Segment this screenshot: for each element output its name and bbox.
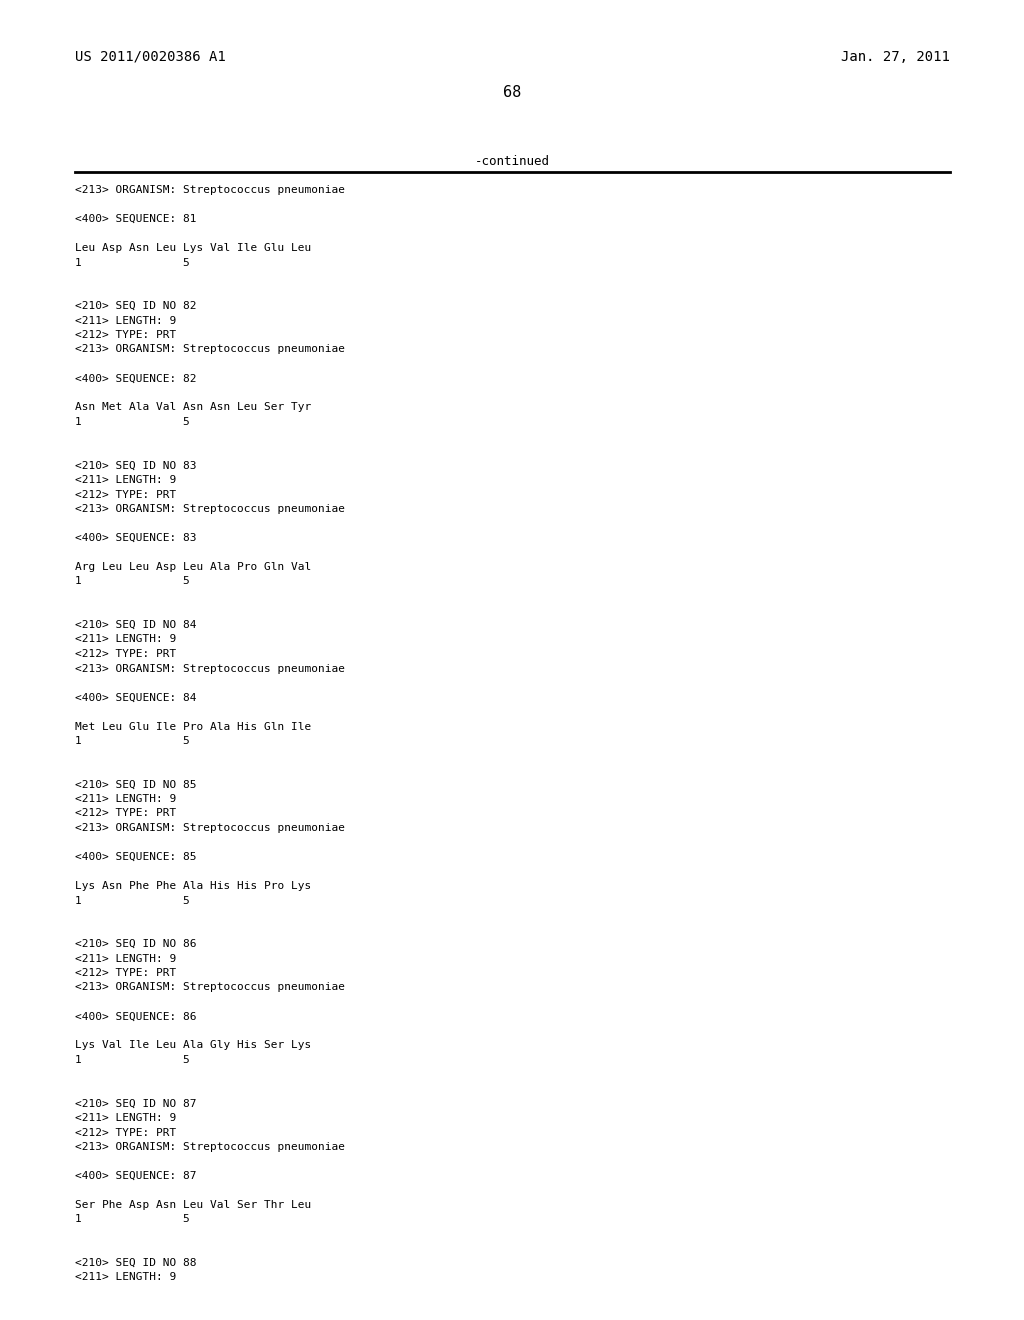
- Text: 1               5: 1 5: [75, 417, 189, 426]
- Text: <211> LENGTH: 9: <211> LENGTH: 9: [75, 315, 176, 326]
- Text: <213> ORGANISM: Streptococcus pneumoniae: <213> ORGANISM: Streptococcus pneumoniae: [75, 504, 345, 513]
- Text: <213> ORGANISM: Streptococcus pneumoniae: <213> ORGANISM: Streptococcus pneumoniae: [75, 185, 345, 195]
- Text: <400> SEQUENCE: 82: <400> SEQUENCE: 82: [75, 374, 197, 384]
- Text: Lys Asn Phe Phe Ala His His Pro Lys: Lys Asn Phe Phe Ala His His Pro Lys: [75, 880, 311, 891]
- Text: US 2011/0020386 A1: US 2011/0020386 A1: [75, 50, 225, 63]
- Text: <400> SEQUENCE: 83: <400> SEQUENCE: 83: [75, 533, 197, 543]
- Text: -continued: -continued: [474, 154, 550, 168]
- Text: 68: 68: [503, 84, 521, 100]
- Text: <212> TYPE: PRT: <212> TYPE: PRT: [75, 808, 176, 818]
- Text: <213> ORGANISM: Streptococcus pneumoniae: <213> ORGANISM: Streptococcus pneumoniae: [75, 982, 345, 993]
- Text: 1               5: 1 5: [75, 257, 189, 268]
- Text: 1               5: 1 5: [75, 1214, 189, 1225]
- Text: <210> SEQ ID NO 88: <210> SEQ ID NO 88: [75, 1258, 197, 1269]
- Text: Lys Val Ile Leu Ala Gly His Ser Lys: Lys Val Ile Leu Ala Gly His Ser Lys: [75, 1040, 311, 1051]
- Text: <211> LENGTH: 9: <211> LENGTH: 9: [75, 953, 176, 964]
- Text: 1               5: 1 5: [75, 737, 189, 746]
- Text: Asn Met Ala Val Asn Asn Leu Ser Tyr: Asn Met Ala Val Asn Asn Leu Ser Tyr: [75, 403, 311, 412]
- Text: 1               5: 1 5: [75, 577, 189, 586]
- Text: <213> ORGANISM: Streptococcus pneumoniae: <213> ORGANISM: Streptococcus pneumoniae: [75, 345, 345, 355]
- Text: <212> TYPE: PRT: <212> TYPE: PRT: [75, 330, 176, 341]
- Text: 1               5: 1 5: [75, 895, 189, 906]
- Text: <212> TYPE: PRT: <212> TYPE: PRT: [75, 649, 176, 659]
- Text: <211> LENGTH: 9: <211> LENGTH: 9: [75, 795, 176, 804]
- Text: <213> ORGANISM: Streptococcus pneumoniae: <213> ORGANISM: Streptococcus pneumoniae: [75, 822, 345, 833]
- Text: 1               5: 1 5: [75, 1055, 189, 1065]
- Text: <212> TYPE: PRT: <212> TYPE: PRT: [75, 490, 176, 499]
- Text: Arg Leu Leu Asp Leu Ala Pro Gln Val: Arg Leu Leu Asp Leu Ala Pro Gln Val: [75, 562, 311, 572]
- Text: <400> SEQUENCE: 84: <400> SEQUENCE: 84: [75, 693, 197, 702]
- Text: <211> LENGTH: 9: <211> LENGTH: 9: [75, 1272, 176, 1283]
- Text: <210> SEQ ID NO 84: <210> SEQ ID NO 84: [75, 620, 197, 630]
- Text: <211> LENGTH: 9: <211> LENGTH: 9: [75, 635, 176, 644]
- Text: Ser Phe Asp Asn Leu Val Ser Thr Leu: Ser Phe Asp Asn Leu Val Ser Thr Leu: [75, 1200, 311, 1210]
- Text: <210> SEQ ID NO 82: <210> SEQ ID NO 82: [75, 301, 197, 312]
- Text: <212> TYPE: PRT: <212> TYPE: PRT: [75, 968, 176, 978]
- Text: <211> LENGTH: 9: <211> LENGTH: 9: [75, 1113, 176, 1123]
- Text: <213> ORGANISM: Streptococcus pneumoniae: <213> ORGANISM: Streptococcus pneumoniae: [75, 1142, 345, 1152]
- Text: <400> SEQUENCE: 81: <400> SEQUENCE: 81: [75, 214, 197, 224]
- Text: <210> SEQ ID NO 83: <210> SEQ ID NO 83: [75, 461, 197, 470]
- Text: <400> SEQUENCE: 87: <400> SEQUENCE: 87: [75, 1171, 197, 1181]
- Text: <213> ORGANISM: Streptococcus pneumoniae: <213> ORGANISM: Streptococcus pneumoniae: [75, 664, 345, 673]
- Text: <400> SEQUENCE: 85: <400> SEQUENCE: 85: [75, 851, 197, 862]
- Text: <212> TYPE: PRT: <212> TYPE: PRT: [75, 1127, 176, 1138]
- Text: <400> SEQUENCE: 86: <400> SEQUENCE: 86: [75, 1011, 197, 1022]
- Text: <210> SEQ ID NO 86: <210> SEQ ID NO 86: [75, 939, 197, 949]
- Text: <210> SEQ ID NO 85: <210> SEQ ID NO 85: [75, 780, 197, 789]
- Text: Met Leu Glu Ile Pro Ala His Gln Ile: Met Leu Glu Ile Pro Ala His Gln Ile: [75, 722, 311, 731]
- Text: Leu Asp Asn Leu Lys Val Ile Glu Leu: Leu Asp Asn Leu Lys Val Ile Glu Leu: [75, 243, 311, 253]
- Text: Jan. 27, 2011: Jan. 27, 2011: [841, 50, 950, 63]
- Text: <210> SEQ ID NO 87: <210> SEQ ID NO 87: [75, 1098, 197, 1109]
- Text: <211> LENGTH: 9: <211> LENGTH: 9: [75, 475, 176, 484]
